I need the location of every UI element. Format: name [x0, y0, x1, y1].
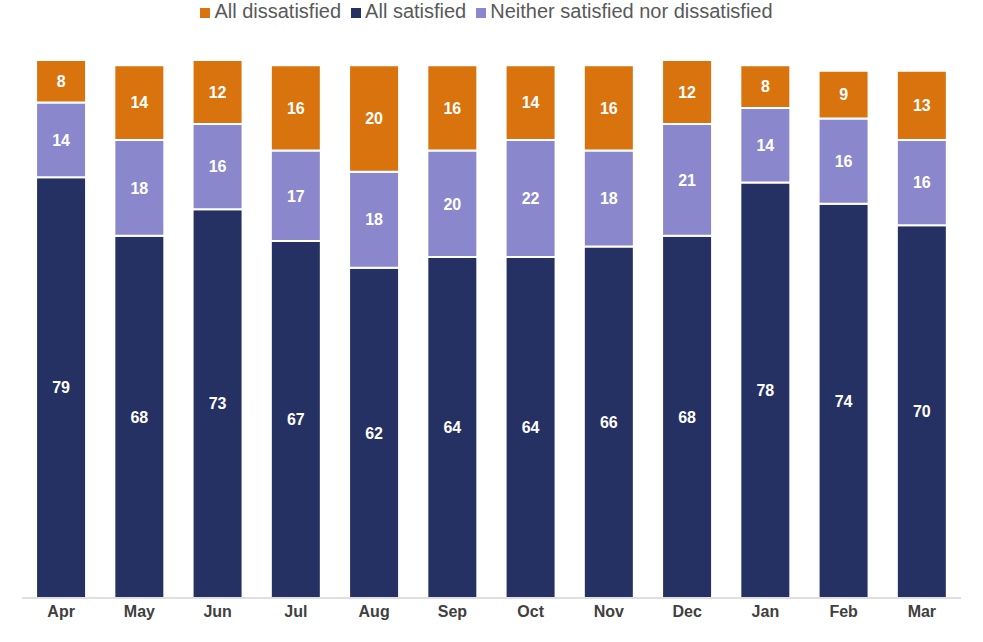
svg-text:16: 16 [600, 100, 618, 117]
svg-text:21: 21 [678, 172, 696, 189]
svg-text:Dec: Dec [672, 603, 701, 620]
svg-text:16: 16 [835, 153, 853, 170]
svg-text:16: 16 [913, 174, 931, 191]
svg-text:18: 18 [600, 190, 618, 207]
svg-text:Jun: Jun [203, 603, 231, 620]
svg-text:78: 78 [756, 382, 774, 399]
svg-text:18: 18 [130, 180, 148, 197]
svg-text:12: 12 [678, 84, 696, 101]
svg-text:Oct: Oct [517, 603, 544, 620]
svg-text:Jul: Jul [284, 603, 307, 620]
svg-text:14: 14 [522, 94, 540, 111]
svg-text:Jan: Jan [752, 603, 780, 620]
svg-text:8: 8 [761, 78, 770, 95]
svg-text:14: 14 [756, 137, 774, 154]
svg-text:79: 79 [52, 379, 70, 396]
svg-text:Mar: Mar [908, 603, 936, 620]
svg-text:68: 68 [130, 409, 148, 426]
svg-text:22: 22 [522, 190, 540, 207]
svg-text:18: 18 [365, 211, 383, 228]
svg-text:12: 12 [209, 84, 227, 101]
svg-text:14: 14 [52, 132, 70, 149]
svg-text:Apr: Apr [47, 603, 75, 620]
svg-text:13: 13 [913, 97, 931, 114]
svg-text:62: 62 [365, 425, 383, 442]
svg-text:68: 68 [678, 409, 696, 426]
svg-text:16: 16 [287, 100, 305, 117]
svg-text:67: 67 [287, 411, 305, 428]
svg-text:64: 64 [522, 419, 540, 436]
svg-text:20: 20 [443, 196, 461, 213]
svg-text:16: 16 [443, 100, 461, 117]
html-text:Neither satisfied nor dissatis: Neither satisfied nor dissatisfied [490, 0, 773, 22]
svg-text:14: 14 [130, 94, 148, 111]
svg-text:8: 8 [57, 73, 66, 90]
html-text:All satisfied: All satisfied [365, 0, 467, 22]
svg-text:Aug: Aug [359, 603, 390, 620]
svg-text:64: 64 [443, 419, 461, 436]
svg-text:9: 9 [839, 86, 848, 103]
svg-text:73: 73 [209, 395, 227, 412]
svg-text:May: May [124, 603, 155, 620]
svg-text:74: 74 [835, 393, 853, 410]
svg-text:Feb: Feb [829, 603, 858, 620]
svg-text:20: 20 [365, 110, 383, 127]
html-text:All dissatisfied: All dissatisfied [214, 0, 342, 22]
svg-text:70: 70 [913, 403, 931, 420]
svg-text:17: 17 [287, 188, 305, 205]
svg-text:Nov: Nov [594, 603, 624, 620]
svg-text:16: 16 [209, 158, 227, 175]
svg-text:66: 66 [600, 414, 618, 431]
svg-text:Sep: Sep [438, 603, 468, 620]
